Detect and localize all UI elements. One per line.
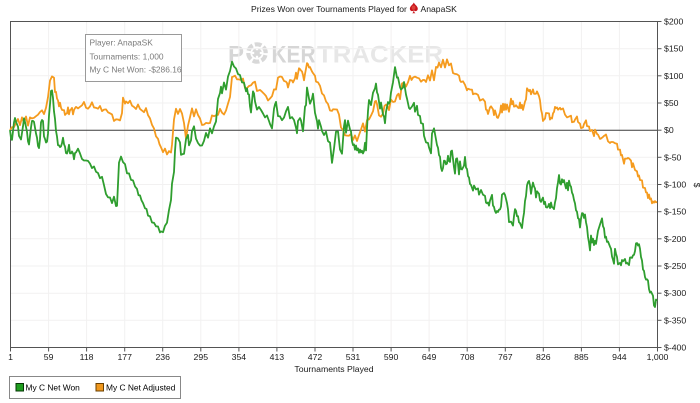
svg-text:354: 354 bbox=[232, 352, 247, 362]
svg-text:Tournaments Played: Tournaments Played bbox=[294, 364, 373, 374]
svg-text:177: 177 bbox=[117, 352, 132, 362]
svg-text:My C Net Won: My C Net Won bbox=[26, 383, 81, 393]
svg-text:$-150: $-150 bbox=[664, 207, 686, 217]
svg-text:531: 531 bbox=[346, 352, 361, 362]
svg-text:$-100: $-100 bbox=[664, 180, 686, 190]
svg-text:$150: $150 bbox=[664, 44, 683, 54]
svg-text:413: 413 bbox=[270, 352, 285, 362]
svg-text:P: P bbox=[228, 42, 244, 69]
svg-text:944: 944 bbox=[612, 352, 627, 362]
svg-text:649: 649 bbox=[422, 352, 437, 362]
svg-text:My C Net Won: -$286.16: My C Net Won: -$286.16 bbox=[90, 65, 182, 75]
svg-text:$50: $50 bbox=[664, 98, 679, 108]
svg-text:236: 236 bbox=[155, 352, 170, 362]
svg-text:Prizes Won over Tournaments Pl: Prizes Won over Tournaments Played for bbox=[251, 4, 407, 14]
svg-text:472: 472 bbox=[308, 352, 323, 362]
svg-text:$: $ bbox=[692, 183, 700, 188]
svg-text:$-250: $-250 bbox=[664, 261, 686, 271]
svg-text:118: 118 bbox=[80, 352, 94, 362]
svg-text:1,000: 1,000 bbox=[647, 352, 669, 362]
svg-text:Player: AnapaSK: Player: AnapaSK bbox=[90, 38, 154, 48]
svg-text:Tournaments: 1,000: Tournaments: 1,000 bbox=[90, 52, 164, 62]
svg-text:TRACKER: TRACKER bbox=[317, 42, 443, 69]
svg-text:885: 885 bbox=[574, 352, 589, 362]
svg-text:$-400: $-400 bbox=[664, 343, 686, 353]
svg-text:$-200: $-200 bbox=[664, 234, 686, 244]
svg-text:$-50: $-50 bbox=[664, 152, 682, 162]
svg-text:59: 59 bbox=[44, 352, 54, 362]
svg-text:My C Net Adjusted: My C Net Adjusted bbox=[106, 383, 176, 393]
svg-text:1: 1 bbox=[8, 352, 13, 362]
svg-text:$-350: $-350 bbox=[664, 315, 686, 325]
svg-text:$0: $0 bbox=[664, 125, 674, 135]
svg-text:$-300: $-300 bbox=[664, 288, 686, 298]
svg-text:708: 708 bbox=[460, 352, 475, 362]
svg-text:590: 590 bbox=[384, 352, 399, 362]
svg-text:$100: $100 bbox=[664, 71, 683, 81]
svg-text:826: 826 bbox=[536, 352, 551, 362]
svg-text:$200: $200 bbox=[664, 17, 683, 27]
svg-text:295: 295 bbox=[194, 352, 209, 362]
svg-text:AnapaSK: AnapaSK bbox=[421, 4, 458, 14]
svg-text:767: 767 bbox=[498, 352, 513, 362]
